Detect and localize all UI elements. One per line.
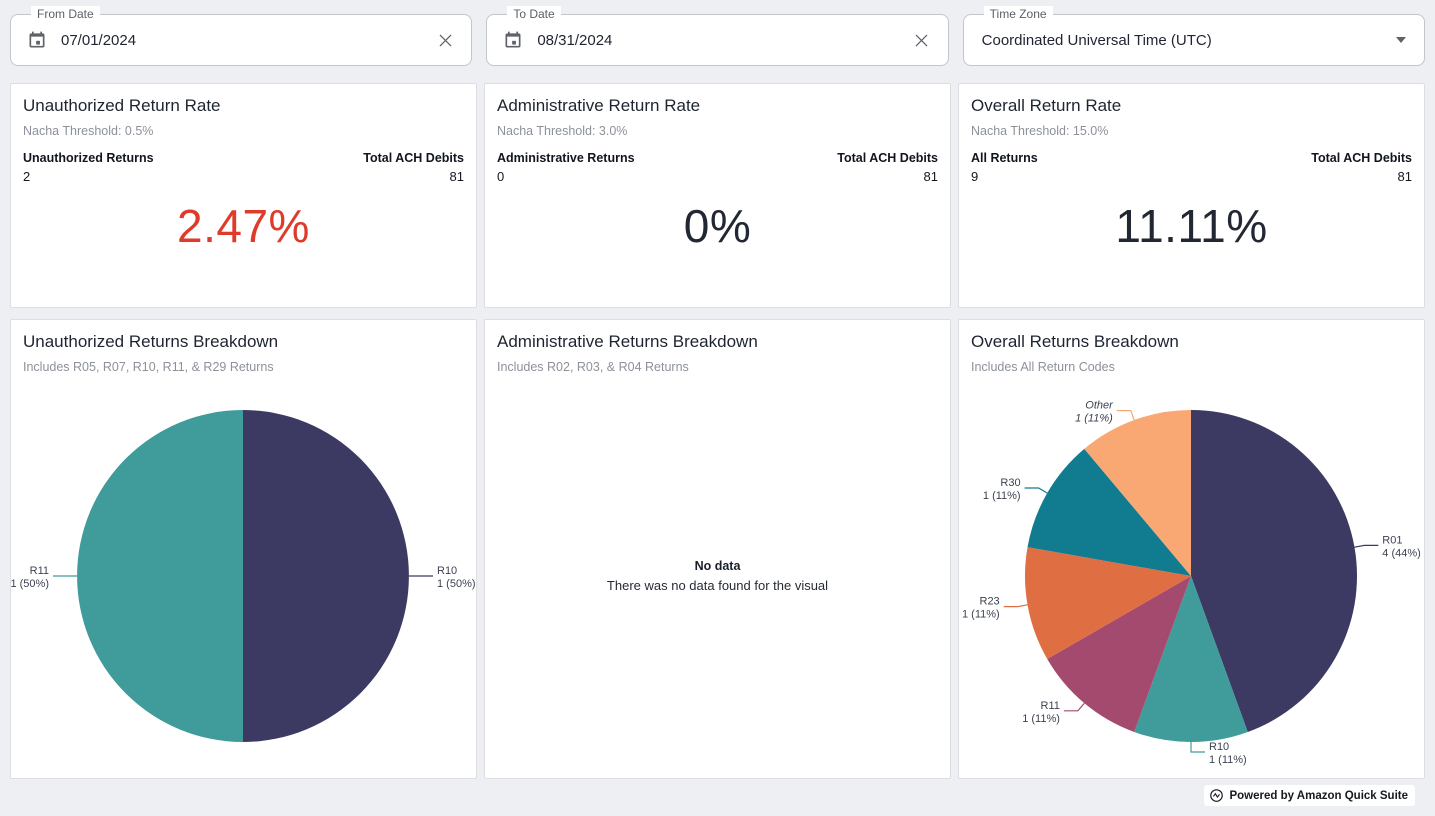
no-data-title: No data — [694, 559, 741, 573]
kpi-row: Unauthorized Return Rate Nacha Threshold… — [10, 83, 1425, 308]
kpi-stats: Administrative Returns Total ACH Debits … — [497, 150, 938, 186]
pie-slice-label: R23 1 (11%) — [962, 596, 1000, 621]
no-data-text: There was no data found for the visual — [606, 578, 829, 593]
breakdown-row: Unauthorized Returns Breakdown Includes … — [10, 319, 1425, 779]
pie-slice-r10[interactable] — [1134, 576, 1248, 743]
footer: Powered by Amazon Quick Suite — [20, 785, 1415, 806]
powered-by-badge[interactable]: Powered by Amazon Quick Suite — [1204, 785, 1415, 806]
pie-label-leader-line — [1003, 604, 1028, 608]
pie-card-administrative-returns-breakdown: Administrative Returns Breakdown Include… — [484, 319, 951, 779]
kpi-left-value: 0 — [497, 169, 505, 184]
pie-chart-svg: R10 1 (50%) R11 1 (50%) — [11, 410, 476, 742]
card-title: Unauthorized Returns Breakdown — [23, 332, 279, 351]
pie-label-leader-line — [1354, 544, 1379, 548]
no-data-message: No data There was no data found for the … — [485, 374, 950, 778]
calendar-icon — [503, 30, 523, 50]
time-zone-label: Time Zone — [983, 6, 1053, 23]
kpi-right-label: Total ACH Debits — [1311, 151, 1412, 165]
pie-label-leader-line — [1024, 487, 1048, 494]
kpi-rate-value: 0% — [683, 200, 752, 252]
to-date-value[interactable]: 08/31/2024 — [537, 31, 613, 49]
pie-slice-label: Other 1 (11%) — [1075, 400, 1114, 425]
quick-suite-logo-icon — [1209, 788, 1224, 803]
kpi-card-administrative-return-rate: Administrative Return Rate Nacha Thresho… — [484, 83, 951, 308]
to-date-label: To Date — [507, 6, 561, 23]
calendar-icon — [27, 30, 47, 50]
clear-from-date-button[interactable] — [433, 28, 457, 52]
pie-slice-r01[interactable] — [1191, 410, 1358, 732]
kpi-right-label: Total ACH Debits — [363, 151, 464, 165]
pie-slice-r23[interactable] — [1024, 547, 1191, 659]
powered-by-label: Powered by Amazon Quick Suite — [1229, 789, 1408, 802]
pie-slice-r11[interactable] — [1047, 576, 1191, 732]
close-icon — [912, 31, 931, 50]
pie-slice-r11[interactable] — [77, 410, 243, 742]
kpi-left-value: 2 — [23, 169, 31, 184]
pie-chart-unauthorized: R10 1 (50%) R11 1 (50%) — [11, 374, 476, 778]
pie-slice-r30[interactable] — [1027, 448, 1191, 576]
pie-slice-label: R11 1 (11%) — [1022, 700, 1060, 725]
nacha-threshold: Nacha Threshold: 0.5% — [23, 124, 154, 138]
kpi-card-overall-return-rate: Overall Return Rate Nacha Threshold: 15.… — [958, 83, 1425, 308]
kpi-right-label: Total ACH Debits — [837, 151, 938, 165]
kpi-card-unauthorized-return-rate: Unauthorized Return Rate Nacha Threshold… — [10, 83, 477, 308]
card-title: Administrative Returns Breakdown — [497, 332, 758, 351]
pie-card-overall-returns-breakdown: Overall Returns Breakdown Includes All R… — [958, 319, 1425, 779]
card-title: Overall Return Rate — [971, 96, 1122, 115]
from-date-value[interactable]: 07/01/2024 — [61, 31, 137, 49]
kpi-left-label: All Returns — [971, 151, 1038, 165]
kpi-right-value: 81 — [449, 169, 464, 184]
nacha-threshold: Nacha Threshold: 15.0% — [971, 124, 1109, 138]
pie-label-leader-line — [1190, 742, 1205, 753]
pie-slice-label: R10 1 (11%) — [1209, 741, 1247, 766]
chevron-down-icon[interactable] — [1396, 37, 1406, 43]
pie-chart-svg: R01 4 (44%) R10 1 (11%) R11 1 (11%) R23 1 (11%)… — [962, 400, 1421, 766]
pie-slice-other[interactable] — [1084, 410, 1191, 576]
pie-slice-label: R10 1 (50%) — [437, 565, 476, 590]
kpi-stats: All Returns Total ACH Debits 9 81 — [971, 150, 1412, 186]
pie-chart-overall: R01 4 (44%) R10 1 (11%) R11 1 (11%) R23 1 (11%)… — [959, 374, 1424, 778]
pie-slice-r10[interactable] — [243, 410, 409, 742]
card-title: Unauthorized Return Rate — [23, 96, 221, 115]
pie-label-leader-line — [1116, 410, 1135, 421]
from-date-label: From Date — [31, 6, 100, 23]
kpi-left-label: Unauthorized Returns — [23, 151, 154, 165]
card-title: Overall Returns Breakdown — [971, 332, 1179, 351]
filter-bar: From Date 07/01/2024 To Date — [10, 6, 1425, 66]
pie-slice-label: R11 1 (50%) — [11, 565, 49, 590]
pie-slice-label: R30 1 (11%) — [983, 477, 1021, 502]
to-date-field[interactable]: To Date 08/31/2024 — [486, 6, 949, 66]
kpi-rate-value: 11.11% — [1115, 200, 1268, 252]
pie-label-leader-line — [1063, 702, 1085, 712]
kpi-right-value: 81 — [1397, 169, 1412, 184]
card-title: Administrative Return Rate — [497, 96, 701, 115]
kpi-stats: Unauthorized Returns Total ACH Debits 2 … — [23, 150, 464, 186]
card-subtitle: Includes All Return Codes — [971, 360, 1115, 374]
pie-card-unauthorized-returns-breakdown: Unauthorized Returns Breakdown Includes … — [10, 319, 477, 779]
clear-to-date-button[interactable] — [910, 28, 934, 52]
kpi-left-label: Administrative Returns — [497, 151, 635, 165]
from-date-field[interactable]: From Date 07/01/2024 — [10, 6, 473, 66]
card-subtitle: Includes R05, R07, R10, R11, & R29 Retur… — [23, 360, 274, 374]
nacha-threshold: Nacha Threshold: 3.0% — [497, 124, 628, 138]
kpi-rate-value: 2.47% — [177, 200, 310, 252]
time-zone-select[interactable]: Time Zone Coordinated Universal Time (UT… — [962, 6, 1425, 66]
close-icon — [436, 31, 455, 50]
time-zone-value[interactable]: Coordinated Universal Time (UTC) — [981, 31, 1212, 49]
card-subtitle: Includes R02, R03, & R04 Returns — [497, 360, 689, 374]
kpi-left-value: 9 — [971, 169, 979, 184]
pie-slice-label: R01 4 (44%) — [1382, 534, 1421, 559]
kpi-right-value: 81 — [923, 169, 938, 184]
